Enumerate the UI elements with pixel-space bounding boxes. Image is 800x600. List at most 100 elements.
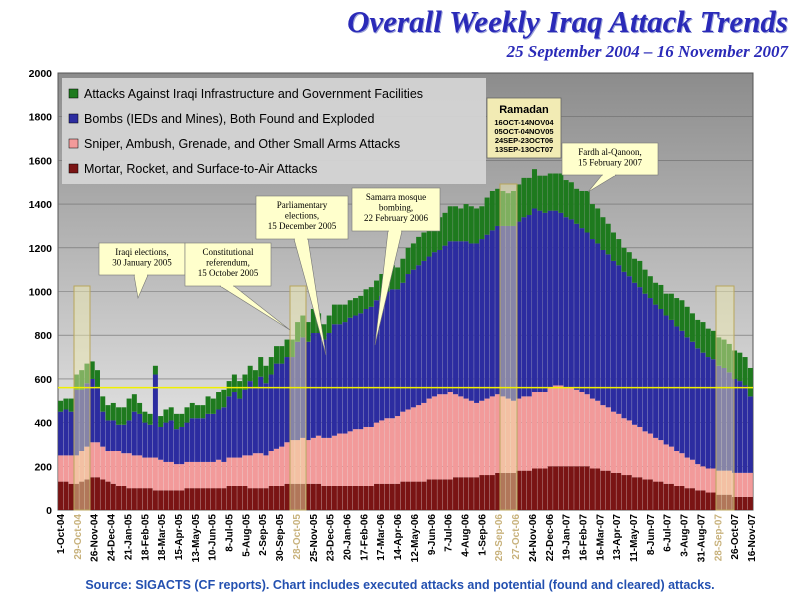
bar-segment (168, 420, 174, 462)
bar-segment (579, 466, 585, 510)
y-tick-label: 200 (34, 461, 52, 473)
bar-segment (95, 477, 100, 510)
bar-segment (358, 295, 364, 314)
bar-segment (505, 193, 511, 226)
bar-segment (100, 446, 106, 480)
bar-segment (321, 485, 327, 510)
bar-segment (84, 479, 90, 510)
bar-segment (410, 407, 416, 482)
bar-segment (316, 333, 322, 436)
bar-segment (431, 252, 437, 397)
bar-segment (558, 212, 564, 386)
bar-segment (158, 490, 164, 510)
bar-segment (337, 433, 343, 486)
bar-segment (289, 339, 295, 358)
bar-segment (184, 488, 190, 510)
y-tick-label: 1400 (29, 199, 53, 211)
bar-segment (84, 363, 90, 384)
bar-segment (547, 173, 553, 211)
bar-segment (626, 252, 632, 277)
bar-segment (663, 444, 669, 484)
bar-segment (195, 405, 201, 419)
bar-segment (521, 396, 527, 471)
bar-segment (553, 173, 559, 211)
bar-segment (221, 389, 227, 408)
bar-segment (179, 464, 185, 491)
y-tick-label: 800 (34, 330, 52, 342)
bar-segment (73, 389, 79, 456)
bar-segment (463, 204, 469, 242)
bar-segment (126, 420, 132, 454)
bar-segment (584, 394, 590, 467)
x-tick-label: 30-Sep-05 (275, 514, 286, 562)
bar-segment (421, 232, 427, 261)
x-tick-label: 22-Dec-06 (545, 514, 556, 562)
bar-segment (574, 188, 580, 224)
bar-segment (653, 304, 659, 438)
bar-segment (584, 232, 590, 395)
bar-segment (152, 374, 158, 458)
bar-segment (221, 407, 227, 462)
bar-segment (353, 315, 358, 430)
x-tick-label: 15-Apr-05 (174, 514, 185, 561)
legend-swatch (68, 163, 79, 174)
bar-segment (416, 405, 422, 482)
bar-segment (363, 485, 369, 510)
bar-segment (716, 365, 722, 471)
bar-segment (363, 308, 369, 427)
bar-segment (479, 206, 485, 240)
bar-segment (131, 455, 137, 489)
bar-segment (163, 409, 169, 423)
bar-segment (595, 400, 601, 469)
bar-segment (700, 352, 706, 467)
bar-segment (721, 470, 727, 495)
x-tick-label: 19-Jan-07 (562, 514, 573, 561)
bar-segment (274, 485, 279, 510)
bar-segment (516, 398, 522, 471)
bar-segment (152, 490, 158, 510)
bar-segment (184, 461, 190, 489)
bar-segment (237, 398, 243, 458)
callout-box (255, 195, 349, 240)
bar-segment (131, 394, 137, 412)
bar-segment (395, 416, 401, 484)
bar-segment (158, 459, 164, 491)
bar-segment (374, 300, 380, 423)
bar-segment (616, 239, 622, 266)
bar-segment (489, 396, 495, 476)
bar-segment (353, 485, 358, 510)
bar-segment (263, 488, 269, 510)
bar-segment (442, 212, 448, 246)
bar-segment (516, 470, 522, 510)
bar-segment (210, 488, 216, 510)
bar-segment (732, 472, 738, 497)
bar-segment (216, 488, 222, 510)
bar-segment (195, 461, 201, 489)
bar-segment (379, 483, 385, 510)
y-tick-label: 1000 (29, 287, 53, 299)
bar-segment (331, 304, 337, 325)
bar-segment (742, 472, 748, 497)
bar-segment (747, 367, 753, 397)
bar-segment (321, 437, 327, 486)
bar-segment (189, 461, 195, 489)
x-axis: 1-Oct-04 29-Oct-04 26-Nov-04 24-Dec-04 21-Ja… (56, 514, 758, 563)
bar-segment (58, 455, 64, 482)
bar-segment (68, 411, 74, 456)
bar-segment (279, 485, 285, 510)
bar-segment (610, 472, 616, 510)
bar-segment (510, 225, 516, 401)
x-tick-label: 26-Oct-07 (730, 514, 741, 560)
x-tick-label: 24-Dec-04 (107, 514, 118, 562)
bar-segment (405, 409, 411, 482)
bar-segment (647, 433, 653, 480)
bar-segment (358, 485, 364, 510)
bar-segment (400, 481, 406, 510)
bar-segment (231, 485, 237, 510)
bar-segment (79, 389, 85, 451)
bar-segment (247, 365, 253, 382)
callout-text: bombing, (379, 203, 413, 213)
bar-segment (105, 420, 111, 452)
bar-segment (568, 219, 574, 388)
x-tick-label: 25-Nov-05 (309, 514, 320, 562)
